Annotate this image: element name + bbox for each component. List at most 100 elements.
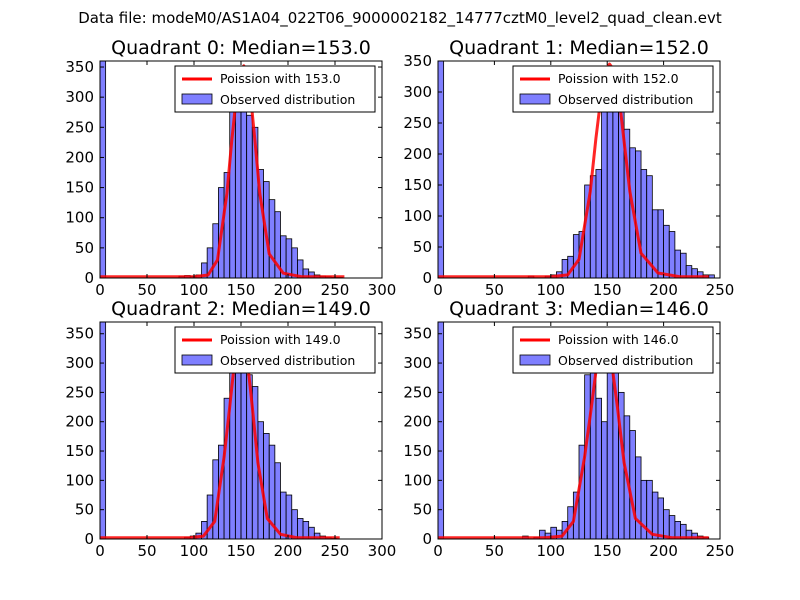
y-tick-label: 200 [65,413,94,431]
legend-entry-poisson: Poission with 153.0 [220,71,341,86]
legend-entry-observed: Observed distribution [558,92,693,107]
y-tick-label: 100 [65,209,94,227]
x-tick-label: 100 [536,542,565,560]
y-tick-label: 0 [422,269,432,287]
y-tick-label: 150 [65,442,94,460]
legend: Poission with 152.0 Observed distribution [512,65,714,113]
x-tick-label: 200 [274,542,303,560]
poisson-curve [438,62,709,278]
y-tick-label: 350 [403,52,432,70]
plot-area [100,322,340,539]
x-tick-label: 0 [433,542,443,560]
histogram-bar [268,199,276,278]
histogram-bar [680,252,687,278]
y-tick-label: 150 [403,442,432,460]
y-tick-label: 300 [403,83,432,101]
legend: Poission with 153.0 Observed distribution [174,65,376,113]
histogram-bar [657,497,665,539]
histogram-bar [668,231,676,278]
y-tick-label: 300 [65,354,94,372]
legend: Poission with 146.0 Observed distribution [512,326,714,374]
histogram-bar [285,238,293,278]
legend-entry-observed: Observed distribution [220,92,355,107]
histogram-bar [595,169,602,278]
y-tick-label: 200 [403,145,432,163]
x-tick-label: 250 [321,281,350,299]
histogram-bar [246,114,253,278]
y-tick-label: 350 [65,325,94,343]
histogram-bar [663,224,670,278]
x-tick-label: 250 [706,281,735,299]
histogram-bar [100,322,107,539]
x-tick-label: 200 [649,281,678,299]
legend-bar-swatch [181,354,213,366]
histogram-bar [438,61,445,278]
histogram-bar [601,91,608,278]
histogram-bar [280,491,287,539]
y-tick-label: 50 [413,238,432,256]
y-tick-label: 200 [403,413,432,431]
legend-bar-swatch [181,93,213,105]
histogram-bar [663,509,670,539]
x-tick-label: 50 [485,542,504,560]
x-tick-label: 0 [433,281,443,299]
legend-bar-swatch [519,354,551,366]
y-tick-label: 250 [65,118,94,136]
histogram-bar [606,97,614,278]
axes-frame [437,321,721,540]
histogram-bar [240,84,248,278]
x-tick-label: 150 [227,542,256,560]
histogram-bar [635,456,642,539]
y-tick-label: 300 [403,354,432,372]
chart-title: Quadrant 1: Median=152.0 [449,37,709,59]
legend-entry-poisson: Poission with 146.0 [558,332,679,347]
y-tick-label: 100 [65,471,94,489]
legend-entry-observed: Observed distribution [220,353,355,368]
y-tick-label: 200 [65,148,94,166]
y-tick-label: 350 [403,325,432,343]
y-tick-label: 0 [422,530,432,548]
histogram-bar [640,169,648,278]
x-tick-label: 150 [593,542,622,560]
chart-title: Quadrant 0: Median=153.0 [111,37,371,59]
plot-area [100,61,345,278]
legend-entry-poisson: Poission with 152.0 [558,71,679,86]
y-tick-label: 150 [403,176,432,194]
x-tick-label: 0 [95,281,105,299]
y-tick-label: 250 [403,383,432,401]
chart-panel-0: Quadrant 0: Median=153.0 0 50 100 150 200 250 3… [65,37,396,299]
axes-frame [437,60,721,279]
histogram-bar [595,397,602,539]
x-tick-label: 50 [137,542,156,560]
y-tick-label: 250 [403,114,432,132]
y-tick-label: 150 [65,179,94,197]
plot-area [438,61,715,278]
histogram-bar [635,150,642,278]
histogram-bar [657,209,665,278]
x-tick-label: 100 [180,281,209,299]
legend-bar-swatch [519,93,551,105]
x-tick-label: 50 [485,281,504,299]
y-tick-label: 100 [403,207,432,225]
x-tick-label: 150 [593,281,622,299]
histogram-bar [296,518,304,539]
histogram-bar [668,515,676,539]
chart-panel-1: Quadrant 1: Median=152.0 0 50 100 150 200 250 0… [403,37,734,299]
histogram-bar [629,430,636,539]
chart-panel-2: Quadrant 2: Median=149.0 0 50 100 150 200 250 3… [65,298,396,560]
histogram-bar [291,509,298,539]
y-tick-label: 100 [403,471,432,489]
histogram-bar [651,491,659,539]
x-tick-label: 150 [227,281,256,299]
y-tick-label: 50 [413,501,432,519]
x-tick-label: 0 [95,542,105,560]
y-tick-label: 50 [75,501,94,519]
y-tick-label: 0 [84,530,94,548]
y-tick-label: 300 [65,88,94,106]
histogram-bar [240,350,248,539]
figure-title: Data file: modeM0/AS1A04_022T06_90000021… [78,9,722,27]
histogram-bar [100,61,107,278]
y-tick-label: 50 [75,239,94,257]
chart-title: Quadrant 2: Median=149.0 [111,298,371,320]
